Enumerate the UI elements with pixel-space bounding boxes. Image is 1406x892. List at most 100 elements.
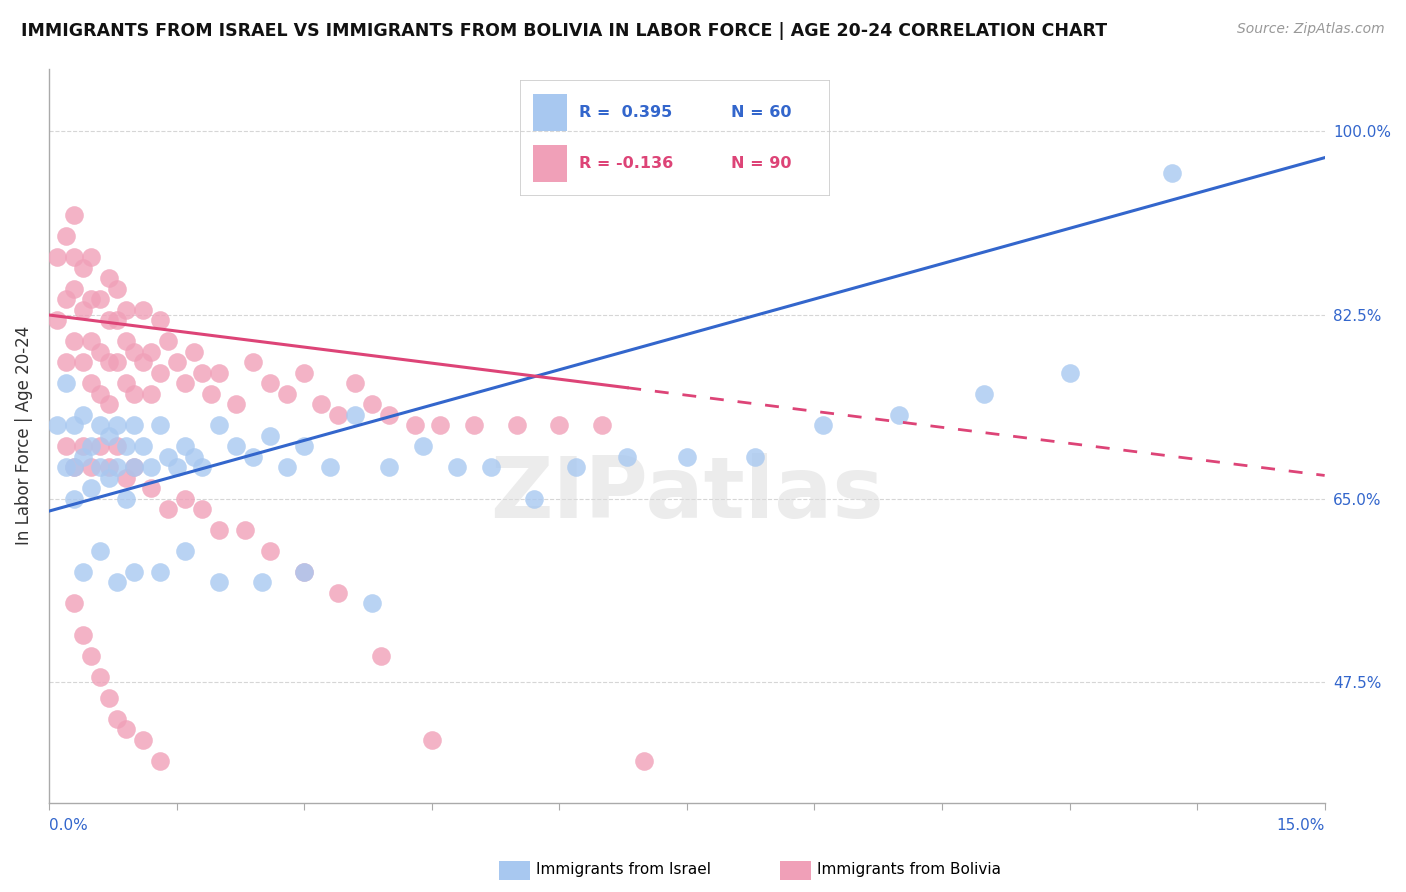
Point xyxy=(973,386,995,401)
Point xyxy=(259,544,281,558)
Point xyxy=(114,302,136,317)
Point xyxy=(166,355,188,369)
Point xyxy=(97,428,120,442)
Point xyxy=(89,544,111,558)
Point xyxy=(97,313,120,327)
Point xyxy=(72,439,94,453)
Point xyxy=(89,670,111,684)
Point xyxy=(72,302,94,317)
Point xyxy=(46,418,69,433)
Point xyxy=(89,418,111,433)
Y-axis label: In Labor Force | Age 20-24: In Labor Force | Age 20-24 xyxy=(15,326,32,545)
Point xyxy=(148,565,170,579)
Point xyxy=(131,302,153,317)
Point xyxy=(183,450,205,464)
Point xyxy=(80,334,103,349)
Point xyxy=(80,439,103,453)
Bar xyxy=(533,145,567,182)
Point xyxy=(225,439,247,453)
Point xyxy=(309,397,332,411)
Point xyxy=(55,229,77,244)
Point xyxy=(174,491,197,506)
Point xyxy=(105,712,128,726)
Point xyxy=(72,408,94,422)
Point xyxy=(122,386,145,401)
Point xyxy=(276,460,298,475)
Point xyxy=(105,575,128,590)
Point xyxy=(157,334,180,349)
Point xyxy=(191,460,214,475)
Text: 0.0%: 0.0% xyxy=(49,819,87,833)
Point xyxy=(105,418,128,433)
Point xyxy=(114,439,136,453)
Point xyxy=(131,355,153,369)
Point xyxy=(122,565,145,579)
Point xyxy=(233,523,256,537)
Point xyxy=(63,418,86,433)
Point xyxy=(89,292,111,306)
Point xyxy=(242,355,264,369)
Point xyxy=(292,366,315,380)
Point xyxy=(139,481,162,495)
Point xyxy=(122,460,145,475)
Point xyxy=(174,544,197,558)
Point xyxy=(183,344,205,359)
Point xyxy=(122,418,145,433)
Text: IMMIGRANTS FROM ISRAEL VS IMMIGRANTS FROM BOLIVIA IN LABOR FORCE | AGE 20-24 COR: IMMIGRANTS FROM ISRAEL VS IMMIGRANTS FRO… xyxy=(21,22,1107,40)
Point xyxy=(361,397,384,411)
Point xyxy=(378,408,401,422)
Point xyxy=(55,439,77,453)
Point xyxy=(292,565,315,579)
Point xyxy=(105,355,128,369)
Point xyxy=(63,491,86,506)
Point xyxy=(72,450,94,464)
Point xyxy=(889,408,911,422)
Point xyxy=(174,439,197,453)
Point xyxy=(97,355,120,369)
Point xyxy=(55,460,77,475)
Text: Immigrants from Israel: Immigrants from Israel xyxy=(536,863,710,877)
Point xyxy=(404,418,426,433)
Point xyxy=(675,450,697,464)
Point xyxy=(139,460,162,475)
Point xyxy=(46,313,69,327)
Point xyxy=(548,418,571,433)
Point xyxy=(148,418,170,433)
Point xyxy=(114,470,136,484)
Point xyxy=(259,428,281,442)
Point xyxy=(80,376,103,391)
Point xyxy=(565,460,588,475)
Point xyxy=(131,732,153,747)
Point xyxy=(208,523,231,537)
Point xyxy=(97,690,120,705)
Point xyxy=(72,565,94,579)
Point xyxy=(200,386,222,401)
Point xyxy=(378,460,401,475)
Point xyxy=(250,575,273,590)
Point xyxy=(242,450,264,464)
Point xyxy=(208,366,231,380)
Text: N = 60: N = 60 xyxy=(731,105,792,120)
Point xyxy=(276,386,298,401)
Text: R = -0.136: R = -0.136 xyxy=(579,156,673,171)
Point xyxy=(811,418,834,433)
Point xyxy=(370,648,392,663)
Point xyxy=(89,344,111,359)
Point xyxy=(63,460,86,475)
Point xyxy=(131,439,153,453)
Point xyxy=(105,460,128,475)
Point xyxy=(80,481,103,495)
Bar xyxy=(533,95,567,131)
Point xyxy=(148,366,170,380)
Point xyxy=(114,491,136,506)
Point xyxy=(97,397,120,411)
Point xyxy=(157,502,180,516)
Point xyxy=(63,460,86,475)
Point xyxy=(412,439,434,453)
Point xyxy=(208,418,231,433)
Point xyxy=(591,418,613,433)
Point xyxy=(89,386,111,401)
Point xyxy=(191,502,214,516)
Point xyxy=(148,313,170,327)
Point xyxy=(97,470,120,484)
